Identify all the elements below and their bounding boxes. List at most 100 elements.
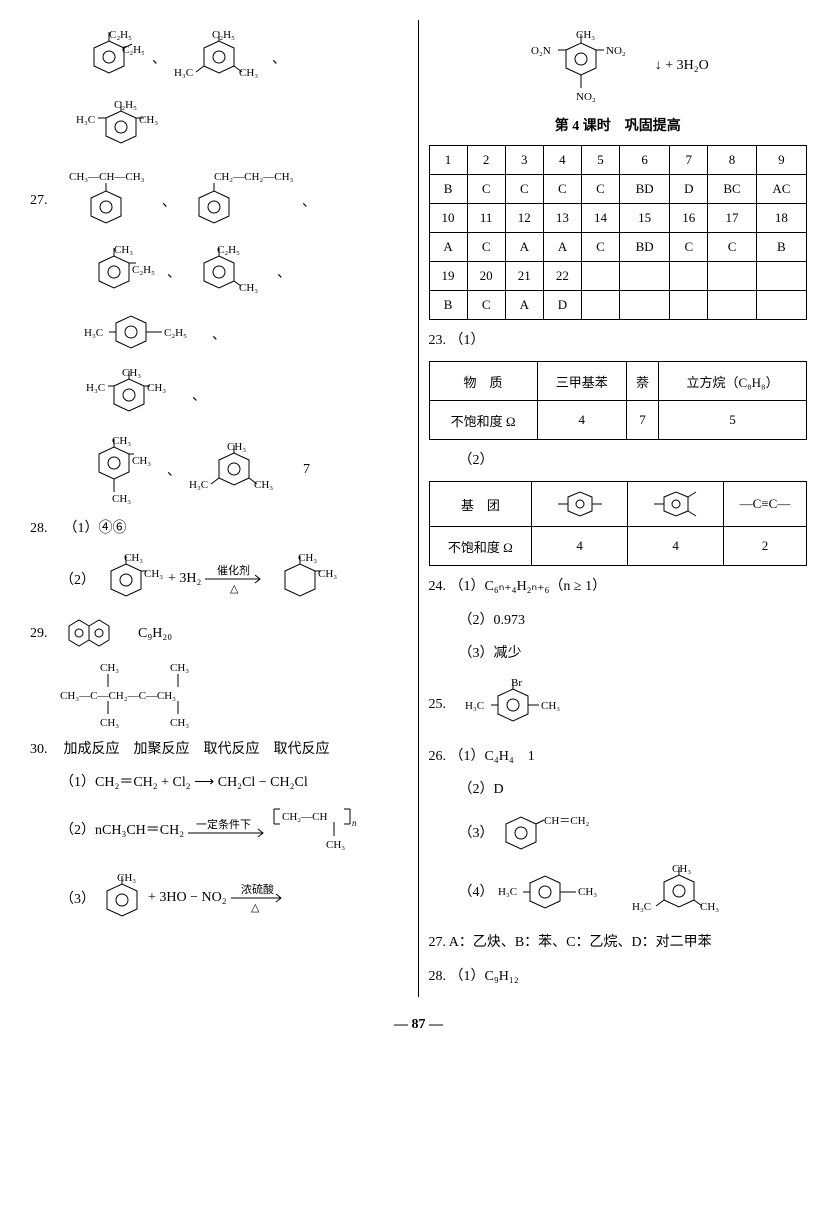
toluene: CH₃ bbox=[99, 871, 144, 926]
svg-text:CH₃: CH₃ bbox=[114, 244, 133, 256]
count: 7 bbox=[303, 462, 310, 478]
svg-text:CH₃: CH₃ bbox=[318, 568, 337, 580]
part-label: （4） bbox=[459, 881, 494, 901]
svg-text:CH₃: CH₃ bbox=[139, 114, 158, 126]
table-row: 19202122 bbox=[429, 262, 807, 291]
svg-text:CH₃: CH₃ bbox=[170, 717, 189, 729]
svg-text:CH₃: CH₃ bbox=[170, 662, 189, 674]
table-row: 101112131415161718 bbox=[429, 204, 807, 233]
q23-2-label: （2） bbox=[429, 448, 808, 473]
structure: CH₂—CH₂—CH₃ bbox=[184, 168, 294, 233]
svg-text:H₃C: H₃C bbox=[632, 901, 651, 913]
svg-text:C₂H₅: C₂H₅ bbox=[164, 327, 187, 339]
structure: H₃C C₂H₅ bbox=[84, 311, 204, 356]
q30: 30. 加成反应 加聚反应 取代反应 取代反应 bbox=[30, 737, 408, 762]
q24-2: （2）0.973 bbox=[429, 608, 808, 633]
svg-text:CH₃: CH₃ bbox=[117, 872, 136, 884]
svg-text:CH₃: CH₃ bbox=[132, 455, 151, 467]
structure-row: CH₃ H₃C CH₃ 、 bbox=[80, 364, 408, 426]
table-row: BCAD bbox=[429, 291, 807, 320]
svg-text:CH₂—CH: CH₂—CH bbox=[282, 811, 327, 823]
structure-row: C₂H₅ H₃C CH₃ bbox=[30, 96, 408, 160]
q30-2: （2） nCH₃CH＝CH₂ 一定条件下 CH₂—CH bbox=[30, 804, 408, 854]
part-label: （2） bbox=[60, 819, 95, 839]
structure: C₂H₅ H₃C CH₃ bbox=[174, 28, 264, 88]
svg-text:CH₃: CH₃ bbox=[144, 568, 163, 580]
tnt-product: CH₃ O₂N NO₂ NO₂ ↓ + 3H₂O bbox=[429, 26, 808, 105]
q30-3: （3） CH₃ + 3HO − NO₂ 浓硫酸 △ bbox=[30, 869, 408, 928]
svg-text:C₂H₅: C₂H₅ bbox=[132, 264, 155, 276]
left-column: C₂H₅ C₂H₅ 、 C₂H₅ H₃C CH₃ bbox=[20, 20, 419, 997]
reaction-arrow: 浓硫酸 △ bbox=[231, 883, 286, 913]
naphthalene bbox=[64, 616, 119, 651]
svg-text:NO₂: NO₂ bbox=[606, 45, 626, 57]
reagent: + 3HO − NO₂ bbox=[148, 890, 227, 906]
question-number: 23. bbox=[429, 333, 447, 348]
svg-text:NO₂: NO₂ bbox=[576, 91, 596, 103]
answer-table: 123456789 BCCCCBDDBCAC 10111213141516171… bbox=[429, 145, 808, 320]
svg-text:H₃C: H₃C bbox=[84, 327, 103, 339]
svg-text:CH₃: CH₃ bbox=[112, 493, 131, 505]
structure: CH₃ CH₃ bbox=[99, 551, 164, 606]
question-number: 27. bbox=[429, 935, 447, 950]
structure: CH₃ CH₃ CH₃—C—CH₂—C—CH₃ CH₃ CH₃ bbox=[60, 659, 240, 729]
structure: CH₃ H₃C CH₃ bbox=[84, 366, 184, 424]
question-number: 28. bbox=[429, 969, 447, 984]
reaction-arrow: 一定条件下 bbox=[188, 819, 268, 839]
svg-text:△: △ bbox=[230, 583, 239, 594]
reaction-arrow: 催化剂 △ bbox=[205, 564, 265, 594]
group-cell bbox=[532, 482, 628, 527]
svg-text:浓硫酸: 浓硫酸 bbox=[241, 883, 274, 896]
q24-3: （3）减少 bbox=[429, 641, 808, 666]
q27-right: 27. A：乙炔、B：苯、C：乙烷、D：对二甲苯 bbox=[429, 930, 808, 955]
svg-text:CH₃—C—CH₂—C—CH₃: CH₃—C—CH₂—C—CH₃ bbox=[60, 690, 176, 702]
svg-text:CH₃: CH₃ bbox=[122, 367, 141, 379]
svg-text:H₃C: H₃C bbox=[76, 114, 95, 126]
structure-row: C₂H₅ C₂H₅ 、 C₂H₅ H₃C CH₃ bbox=[30, 26, 408, 90]
svg-text:CH₃: CH₃ bbox=[227, 441, 246, 453]
question-number: 29. bbox=[30, 626, 60, 642]
reagent: + 3H₂ bbox=[168, 571, 201, 587]
q24: 24. （1）C₆ₙ₊₄H₂ₙ₊₆（n ≥ 1） bbox=[429, 574, 808, 599]
group-cell bbox=[628, 482, 724, 527]
svg-text:H₃C: H₃C bbox=[174, 67, 193, 79]
svg-text:C₂H₅: C₂H₅ bbox=[122, 44, 144, 56]
page-number: — 87 — bbox=[20, 1017, 817, 1033]
structure-row: CH₃ C₂H₅ 、 C₂H₅ CH₃ 、 bbox=[80, 241, 408, 303]
answer-text: （1）C₄H₄ 1 bbox=[450, 749, 535, 764]
q29: 29. C₉H₂₀ bbox=[30, 614, 408, 653]
q27: 27. CH₃—CH—CH₃ 、 CH₂—CH₂—CH₃ bbox=[30, 166, 408, 235]
structure-row: H₃C C₂H₅ 、 bbox=[80, 309, 408, 358]
product: CH₂—CH n CH₃ bbox=[272, 804, 382, 854]
part-label: （3） bbox=[60, 888, 95, 908]
svg-text:CH₃: CH₃ bbox=[124, 552, 143, 564]
question-number: 24. bbox=[429, 579, 447, 594]
svg-text:CH₃: CH₃ bbox=[326, 839, 345, 851]
section-heading: 第 4 课时 巩固提高 bbox=[429, 115, 808, 135]
svg-text:CH₂—CH₂—CH₃: CH₂—CH₂—CH₃ bbox=[214, 171, 294, 183]
structure: C₂H₅ H₃C CH₃ bbox=[74, 98, 174, 158]
svg-text:CH₃—CH—CH₃: CH₃—CH—CH₃ bbox=[69, 171, 145, 183]
table-row: 不饱和度 Ω 4 4 2 bbox=[429, 527, 807, 566]
question-number: 27. bbox=[30, 193, 60, 209]
svg-text:H₃C: H₃C bbox=[465, 700, 484, 712]
mesitylene: CH₃ H₃C CH₃ bbox=[632, 862, 727, 920]
part-label: （1） bbox=[450, 333, 485, 348]
part-label: （2） bbox=[60, 569, 95, 589]
group-cell: —C≡C— bbox=[724, 482, 807, 527]
answer-text: A：乙炔、B：苯、C：乙烷、D：对二甲苯 bbox=[449, 935, 712, 950]
q26: 26. （1）C₄H₄ 1 bbox=[429, 744, 808, 769]
svg-text:CH₃: CH₃ bbox=[112, 435, 131, 447]
svg-text:CH₃: CH₃ bbox=[254, 479, 273, 491]
table-row: 基 团 —C≡C— bbox=[429, 482, 807, 527]
question-number: 28. bbox=[30, 516, 60, 541]
q26-4: （4） H₃C CH₃ CH₃ H₃C CH₃ bbox=[429, 860, 808, 922]
svg-text:C₂H₅: C₂H₅ bbox=[114, 99, 137, 111]
svg-text:△: △ bbox=[251, 902, 260, 913]
svg-text:H₃C: H₃C bbox=[86, 382, 105, 394]
answer-text: （1）C₆ₙ₊₄H₂ₙ₊₆（n ≥ 1） bbox=[450, 579, 607, 594]
table-row: 物 质 三甲基苯 萘 立方烷（C₈H₈） bbox=[429, 362, 807, 401]
structure: CH₃ CH₃ bbox=[273, 551, 338, 606]
structure-row: CH₃ CH₃ CH₃ 、 CH₃ H₃C CH₃ bbox=[80, 432, 408, 508]
separator: 、 bbox=[152, 48, 166, 68]
